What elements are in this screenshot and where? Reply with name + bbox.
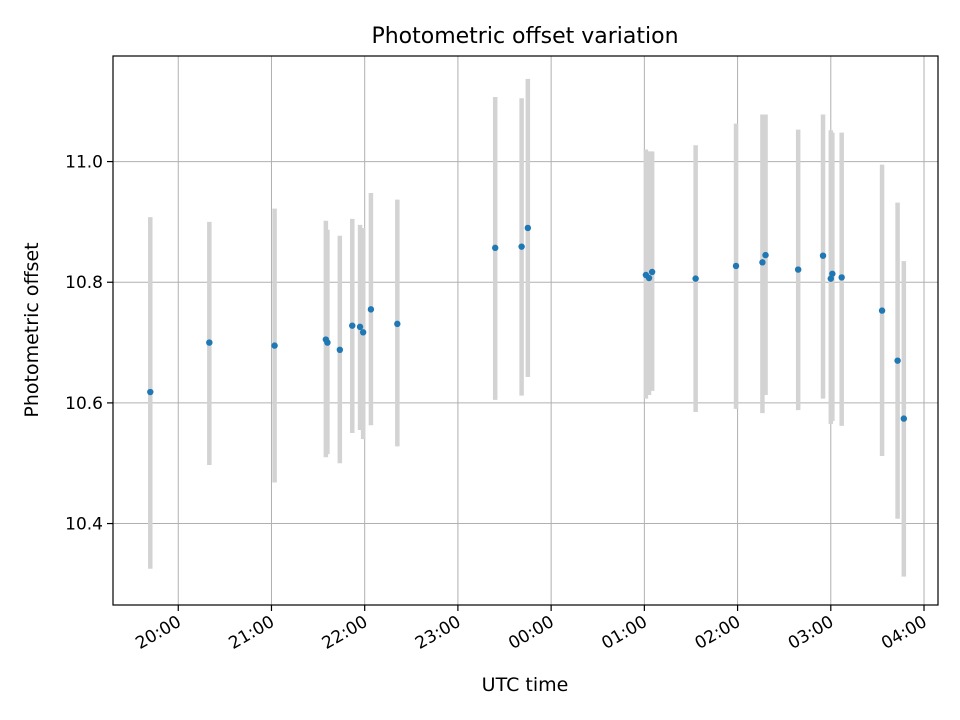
data-point (324, 339, 331, 346)
y-tick-label: 11.0 (65, 153, 103, 173)
data-point (829, 270, 836, 277)
data-point (356, 323, 364, 331)
plot-frame (112, 55, 939, 606)
data-point (819, 252, 827, 259)
data-point (147, 388, 154, 396)
y-tick-label: 10.8 (65, 273, 103, 293)
data-point (524, 224, 532, 232)
data-point (336, 346, 344, 354)
data-point (206, 339, 213, 346)
data-point (692, 275, 699, 282)
y-axis-label: Photometric offset (21, 242, 43, 417)
data-point (894, 357, 901, 364)
data-point (359, 329, 367, 336)
data-point (648, 268, 656, 276)
x-axis-label: UTC time (482, 674, 569, 696)
data-point (827, 275, 834, 282)
data-point (759, 259, 766, 266)
y-tick-label: 10.4 (65, 515, 103, 535)
data-point (394, 320, 401, 328)
data-point (367, 306, 375, 313)
data-point (271, 342, 278, 349)
data-point (762, 251, 769, 259)
data-point (900, 415, 908, 422)
data-point (878, 307, 886, 314)
data-point (645, 274, 653, 282)
data-point (794, 266, 802, 273)
data-points (147, 224, 908, 422)
data-point (492, 244, 499, 252)
y-axis: 10.4 10.6 10.8 11.0 (65, 153, 113, 535)
data-point (518, 243, 525, 250)
data-point (732, 262, 740, 270)
data-point (349, 322, 356, 329)
chart-title: Photometric offset variation (371, 24, 678, 49)
plot-area (113, 56, 938, 605)
data-point (838, 274, 845, 281)
y-tick-label: 10.6 (65, 394, 103, 414)
